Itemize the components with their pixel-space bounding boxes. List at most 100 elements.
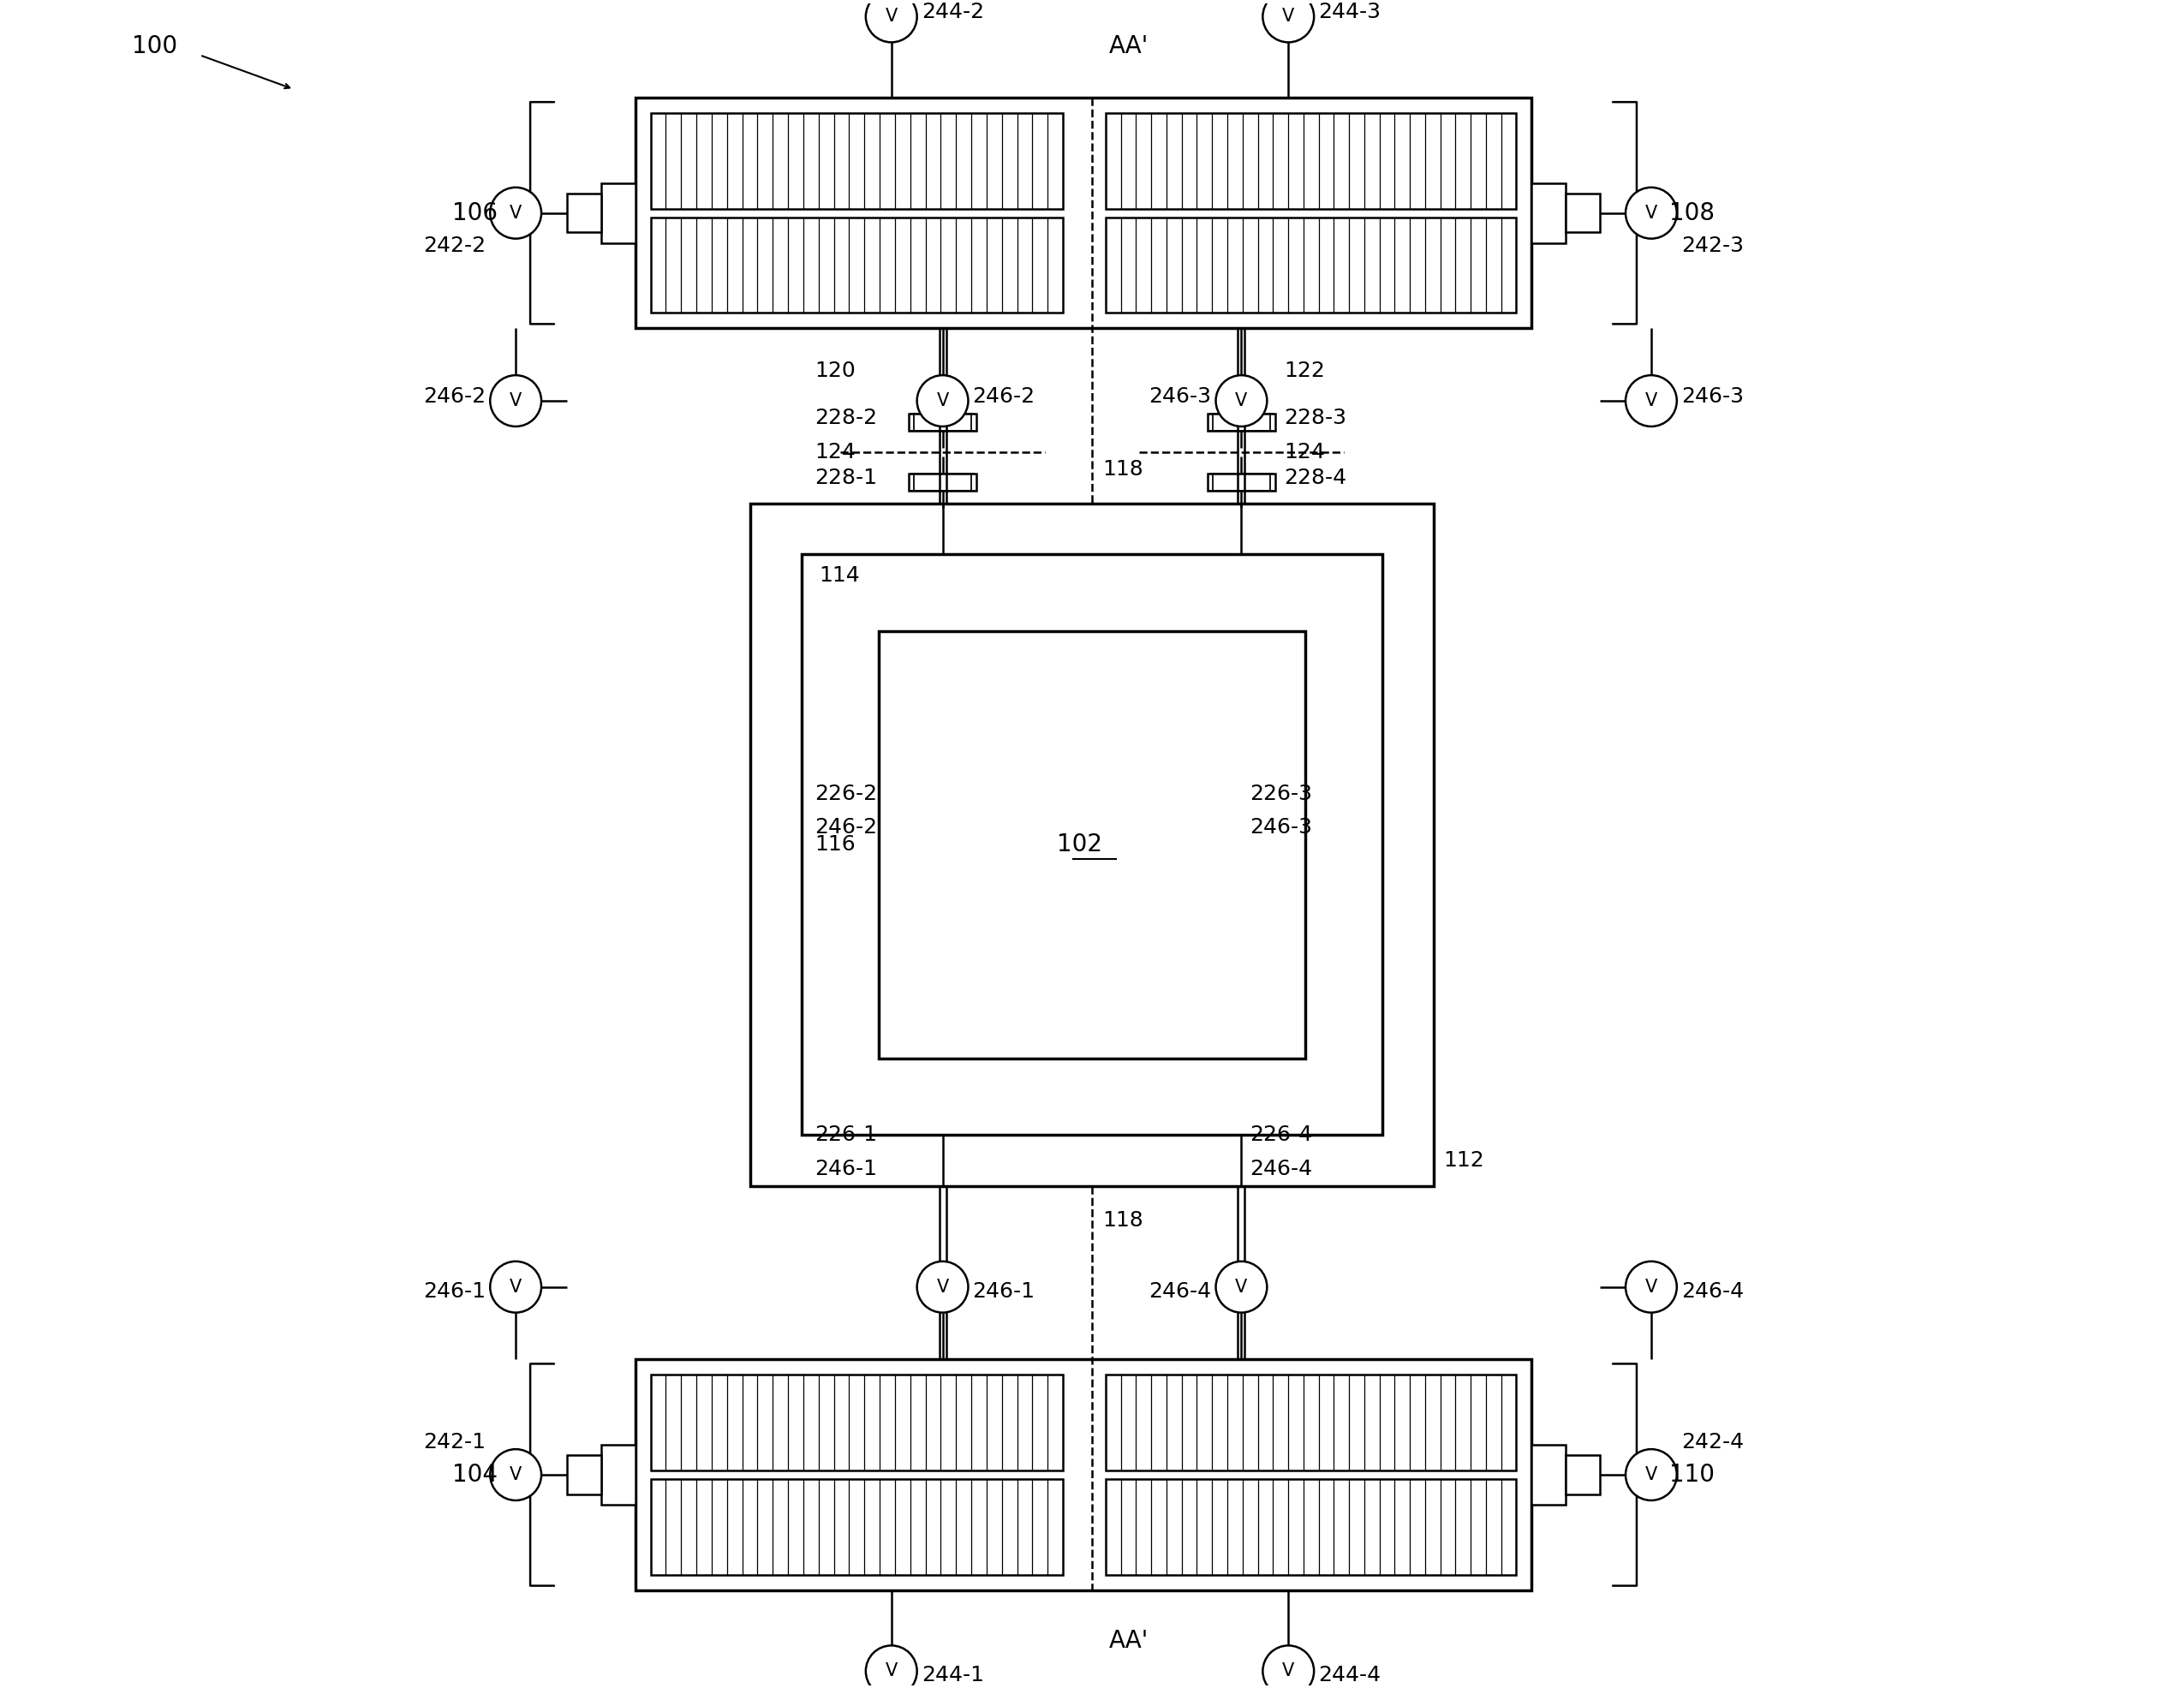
Bar — [651, 1376, 1064, 1470]
Text: V: V — [1645, 1278, 1658, 1295]
Circle shape — [489, 1450, 542, 1501]
Bar — [1531, 1445, 1566, 1504]
Bar — [636, 1359, 1531, 1590]
Circle shape — [1625, 187, 1677, 238]
Circle shape — [865, 1646, 917, 1688]
Text: 120: 120 — [815, 361, 856, 381]
Bar — [1566, 1455, 1601, 1494]
Text: 244-1: 244-1 — [922, 1664, 983, 1686]
Text: 246-4: 246-4 — [1682, 1281, 1743, 1301]
Bar — [1566, 194, 1601, 233]
Text: V: V — [885, 8, 898, 25]
Text: 114: 114 — [819, 565, 860, 586]
Bar — [601, 184, 636, 243]
Bar — [636, 98, 1531, 327]
Text: 246-1: 246-1 — [972, 1281, 1035, 1301]
Text: 108: 108 — [1669, 201, 1714, 225]
Text: 246-3: 246-3 — [1682, 387, 1743, 407]
Circle shape — [489, 187, 542, 238]
Text: 242-2: 242-2 — [424, 235, 485, 257]
Text: 242-1: 242-1 — [424, 1431, 485, 1453]
Text: V: V — [509, 204, 522, 221]
Text: 242-3: 242-3 — [1682, 235, 1743, 257]
Text: 242-4: 242-4 — [1682, 1431, 1743, 1453]
Bar — [651, 1479, 1064, 1575]
Text: 106: 106 — [452, 201, 498, 225]
Text: 110: 110 — [1669, 1463, 1714, 1487]
Text: V: V — [1282, 8, 1295, 25]
Text: V: V — [937, 392, 948, 410]
Text: 226-1: 226-1 — [815, 1124, 878, 1144]
Circle shape — [489, 1261, 542, 1313]
Bar — [601, 1445, 636, 1504]
Text: AA': AA' — [1109, 1629, 1149, 1653]
Circle shape — [1262, 1646, 1315, 1688]
Text: 228-4: 228-4 — [1284, 468, 1348, 488]
Bar — [568, 1455, 601, 1494]
Text: V: V — [1282, 1663, 1295, 1680]
Bar — [1208, 414, 1275, 430]
Text: V: V — [937, 1278, 948, 1295]
Text: 244-3: 244-3 — [1319, 2, 1380, 22]
Bar — [751, 503, 1433, 1187]
Text: V: V — [1236, 392, 1247, 410]
Text: V: V — [1645, 204, 1658, 221]
Circle shape — [1262, 0, 1315, 42]
Text: 246-4: 246-4 — [1149, 1281, 1212, 1301]
Circle shape — [1625, 1261, 1677, 1313]
Text: V: V — [509, 1278, 522, 1295]
Bar — [1208, 473, 1275, 491]
Text: 246-2: 246-2 — [972, 387, 1035, 407]
Bar — [651, 113, 1064, 209]
Bar — [909, 414, 976, 430]
Text: 246-1: 246-1 — [424, 1281, 485, 1301]
Text: 228-3: 228-3 — [1284, 407, 1348, 429]
Text: V: V — [1236, 1278, 1247, 1295]
Circle shape — [1216, 375, 1267, 427]
Bar — [1531, 184, 1566, 243]
Bar — [802, 554, 1382, 1134]
Circle shape — [1216, 1261, 1267, 1313]
Text: V: V — [1645, 1467, 1658, 1484]
Circle shape — [489, 375, 542, 427]
Text: 104: 104 — [452, 1463, 498, 1487]
Bar — [1105, 1376, 1516, 1470]
Text: 122: 122 — [1284, 361, 1326, 381]
Circle shape — [917, 375, 968, 427]
Text: 226-2: 226-2 — [815, 783, 878, 803]
Text: AA': AA' — [1109, 34, 1149, 59]
Text: 246-2: 246-2 — [815, 817, 878, 837]
Circle shape — [1625, 1450, 1677, 1501]
Text: V: V — [509, 392, 522, 410]
Bar — [568, 194, 601, 233]
Text: 246-1: 246-1 — [815, 1160, 878, 1180]
Text: 244-2: 244-2 — [922, 2, 983, 22]
Text: V: V — [509, 1467, 522, 1484]
Text: 244-4: 244-4 — [1319, 1664, 1380, 1686]
Bar — [1105, 218, 1516, 312]
Bar — [1105, 113, 1516, 209]
Bar — [1105, 1479, 1516, 1575]
Circle shape — [1625, 375, 1677, 427]
Circle shape — [865, 0, 917, 42]
Text: 124: 124 — [815, 442, 856, 463]
Text: V: V — [1645, 392, 1658, 410]
Circle shape — [917, 1261, 968, 1313]
Bar — [909, 473, 976, 491]
Text: 118: 118 — [1103, 459, 1142, 479]
Text: 124: 124 — [1284, 442, 1326, 463]
Text: 102: 102 — [1057, 832, 1103, 858]
Text: 228-1: 228-1 — [815, 468, 878, 488]
Text: 118: 118 — [1103, 1210, 1142, 1231]
Text: 228-2: 228-2 — [815, 407, 878, 429]
Bar — [651, 218, 1064, 312]
Text: 112: 112 — [1444, 1150, 1485, 1171]
Text: 246-4: 246-4 — [1249, 1160, 1313, 1180]
Text: 246-3: 246-3 — [1249, 817, 1313, 837]
Text: V: V — [885, 1663, 898, 1680]
Text: 100: 100 — [131, 34, 177, 59]
Text: 226-3: 226-3 — [1249, 783, 1313, 803]
Text: 226-4: 226-4 — [1249, 1124, 1313, 1144]
Bar — [878, 631, 1306, 1058]
Text: 246-3: 246-3 — [1149, 387, 1212, 407]
